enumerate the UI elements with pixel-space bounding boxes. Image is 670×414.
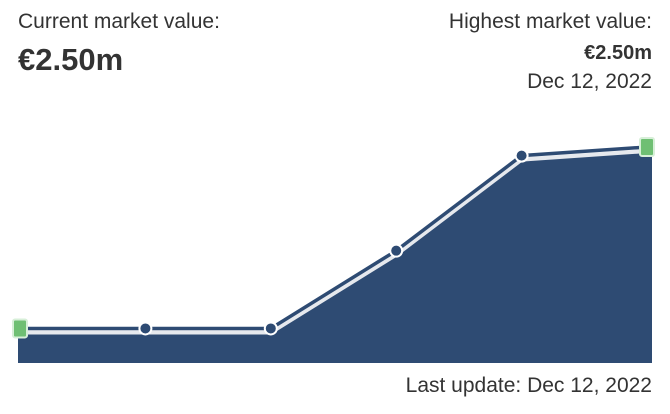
current-value: €2.50m: [18, 42, 124, 77]
line: [20, 145, 648, 331]
club-marker: [639, 137, 655, 157]
line-glow: [20, 149, 648, 335]
point: [263, 321, 278, 336]
current-label: Current market value:: [18, 10, 220, 33]
point: [389, 243, 404, 258]
highest-label: Highest market value:: [448, 10, 652, 33]
last-update: Last update: Dec 12, 2022: [405, 374, 652, 397]
point: [514, 148, 529, 163]
point: [138, 321, 153, 336]
club-marker: [12, 318, 28, 339]
highest-value: €2.50m: [584, 42, 652, 64]
highest-date: Dec 12, 2022: [527, 70, 652, 93]
area: [18, 152, 652, 363]
